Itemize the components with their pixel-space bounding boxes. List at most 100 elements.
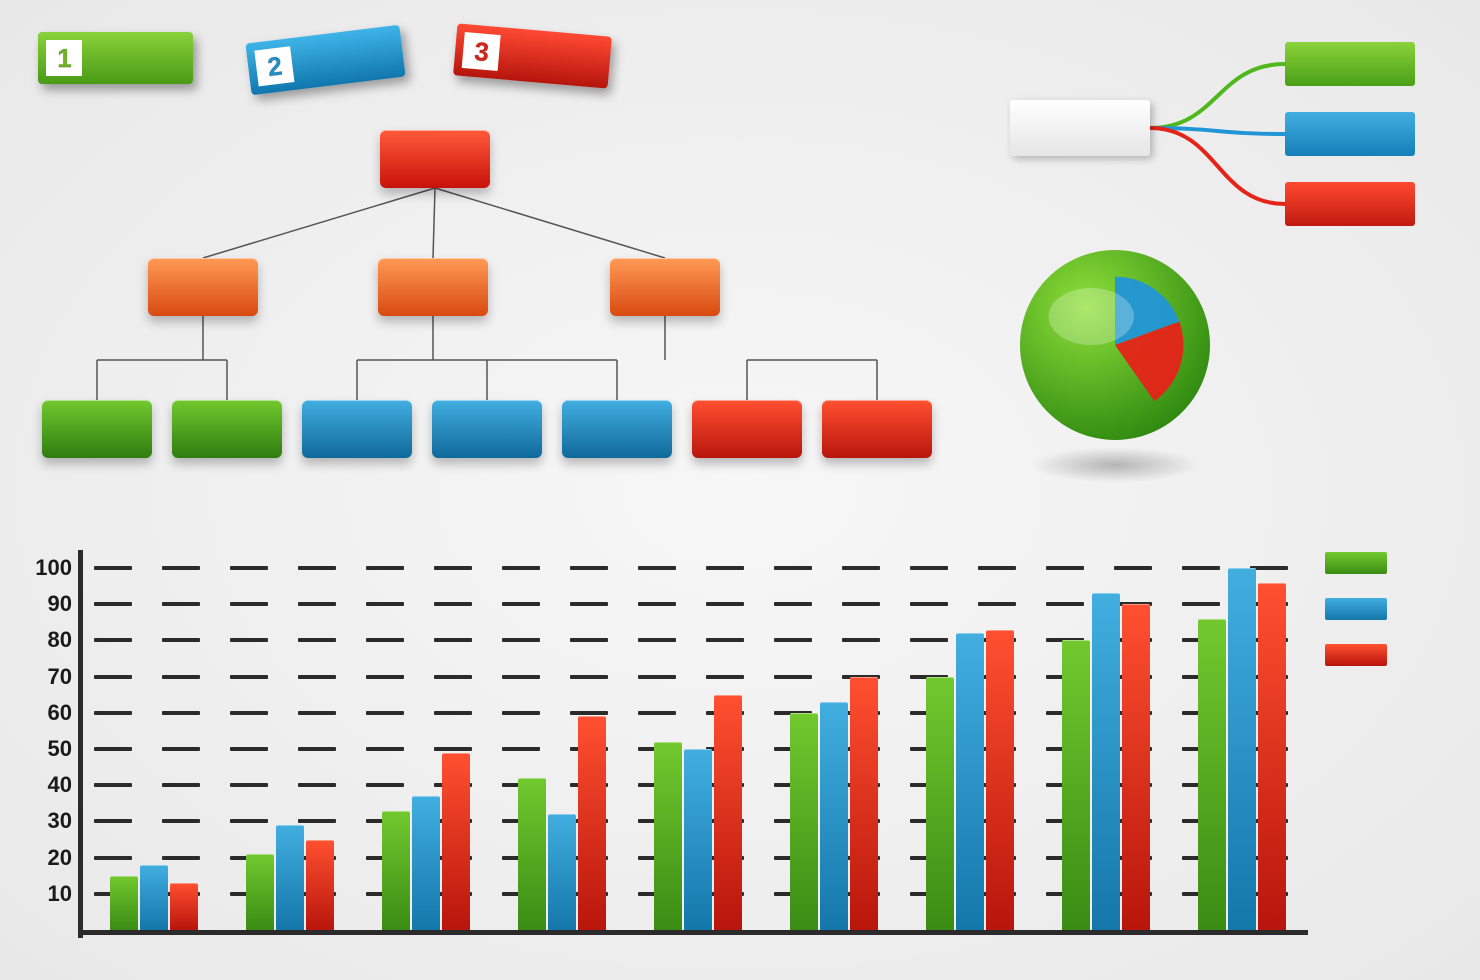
grid-dash [502,566,540,570]
legend-swatch-2 [1325,644,1387,666]
y-axis [78,550,83,938]
grid-dash [230,819,268,823]
grid-dash [434,711,472,715]
grid-dash [1046,602,1084,606]
grid-dash [162,783,200,787]
tree-node-l2-n6 [822,400,932,458]
flow-source-box [1010,100,1150,156]
grid-dash [366,711,404,715]
grid-dash [570,566,608,570]
grid-dash [366,747,404,751]
grid-dash [1182,566,1220,570]
tree-node-l2-n2 [302,400,412,458]
grid-dash [298,783,336,787]
bar-green-g3 [518,778,546,930]
grid-dash [94,747,132,751]
bar-blue-g6 [956,633,984,930]
grid-dash [842,602,880,606]
grid-dash [502,747,540,751]
grid-dash [434,675,472,679]
grid-dash [910,602,948,606]
legend-swatch-0 [1325,552,1387,574]
grid-dash [638,711,676,715]
grid-dash [570,711,608,715]
tree-node-l2-n4 [562,400,672,458]
grid-dash [298,747,336,751]
pie-shadow [1030,447,1200,483]
grid-dash [94,566,132,570]
y-tick-label: 30 [18,808,72,834]
y-tick-label: 100 [18,555,72,581]
grid-dash [502,675,540,679]
y-tick-label: 40 [18,772,72,798]
grid-dash [638,638,676,642]
bar-blue-g2 [412,796,440,930]
grid-dash [162,566,200,570]
bar-green-g8 [1198,619,1226,930]
grid-dash [570,638,608,642]
ribbon-tag-3: 3 [453,23,612,88]
bar-blue-g3 [548,814,576,930]
grid-dash [1182,602,1220,606]
grid-dash [162,711,200,715]
grid-dash [502,638,540,642]
grid-dash [298,819,336,823]
tree-node-l2-n0 [42,400,152,458]
grid-dash [1114,566,1152,570]
ribbon-number-box: 2 [254,46,294,86]
grid-dash [94,819,132,823]
bar-green-g2 [382,811,410,930]
tree-node-l2-n5 [692,400,802,458]
ribbon-number: 1 [57,43,70,74]
bar-red-g8 [1258,583,1286,930]
bar-blue-g1 [276,825,304,930]
y-tick-label: 70 [18,664,72,690]
bar-red-g3 [578,716,606,930]
bar-green-g0 [110,876,138,930]
grid-dash [94,675,132,679]
ribbon-number-box: 1 [46,40,82,76]
grid-dash [774,602,812,606]
bar-red-g5 [850,677,878,930]
flow-connectors [0,0,1480,300]
ribbon-number: 3 [473,35,489,67]
grid-dash [162,856,200,860]
bar-blue-g0 [140,865,168,930]
ribbon-number: 2 [266,50,283,82]
grid-dash [570,602,608,606]
grid-dash [502,602,540,606]
grid-dash [162,602,200,606]
tree-node-l0-n0 [380,130,490,188]
grid-dash [434,602,472,606]
grid-dash [774,638,812,642]
grid-dash [638,602,676,606]
tree-node-l1-n2 [610,258,720,316]
grid-dash [94,638,132,642]
grid-dash [638,675,676,679]
y-tick-label: 90 [18,591,72,617]
flow-target-red [1285,182,1415,226]
grid-dash [230,602,268,606]
grid-dash [94,783,132,787]
grid-dash [706,675,744,679]
grid-dash [162,819,200,823]
grid-dash [94,711,132,715]
grid-dash [230,566,268,570]
grid-dash [842,638,880,642]
bar-red-g0 [170,883,198,930]
grid-dash [162,747,200,751]
grid-dash [774,566,812,570]
grid-dash [706,638,744,642]
ribbon-tag-2: 2 [245,25,405,96]
grid-dash [298,675,336,679]
tree-node-l1-n1 [378,258,488,316]
bar-red-g4 [714,695,742,930]
grid-dash [298,638,336,642]
grid-dash [162,675,200,679]
grid-dash [570,675,608,679]
grid-dash [298,566,336,570]
grid-dash [638,566,676,570]
bar-red-g2 [442,753,470,930]
y-tick-label: 20 [18,845,72,871]
grid-dash [366,566,404,570]
